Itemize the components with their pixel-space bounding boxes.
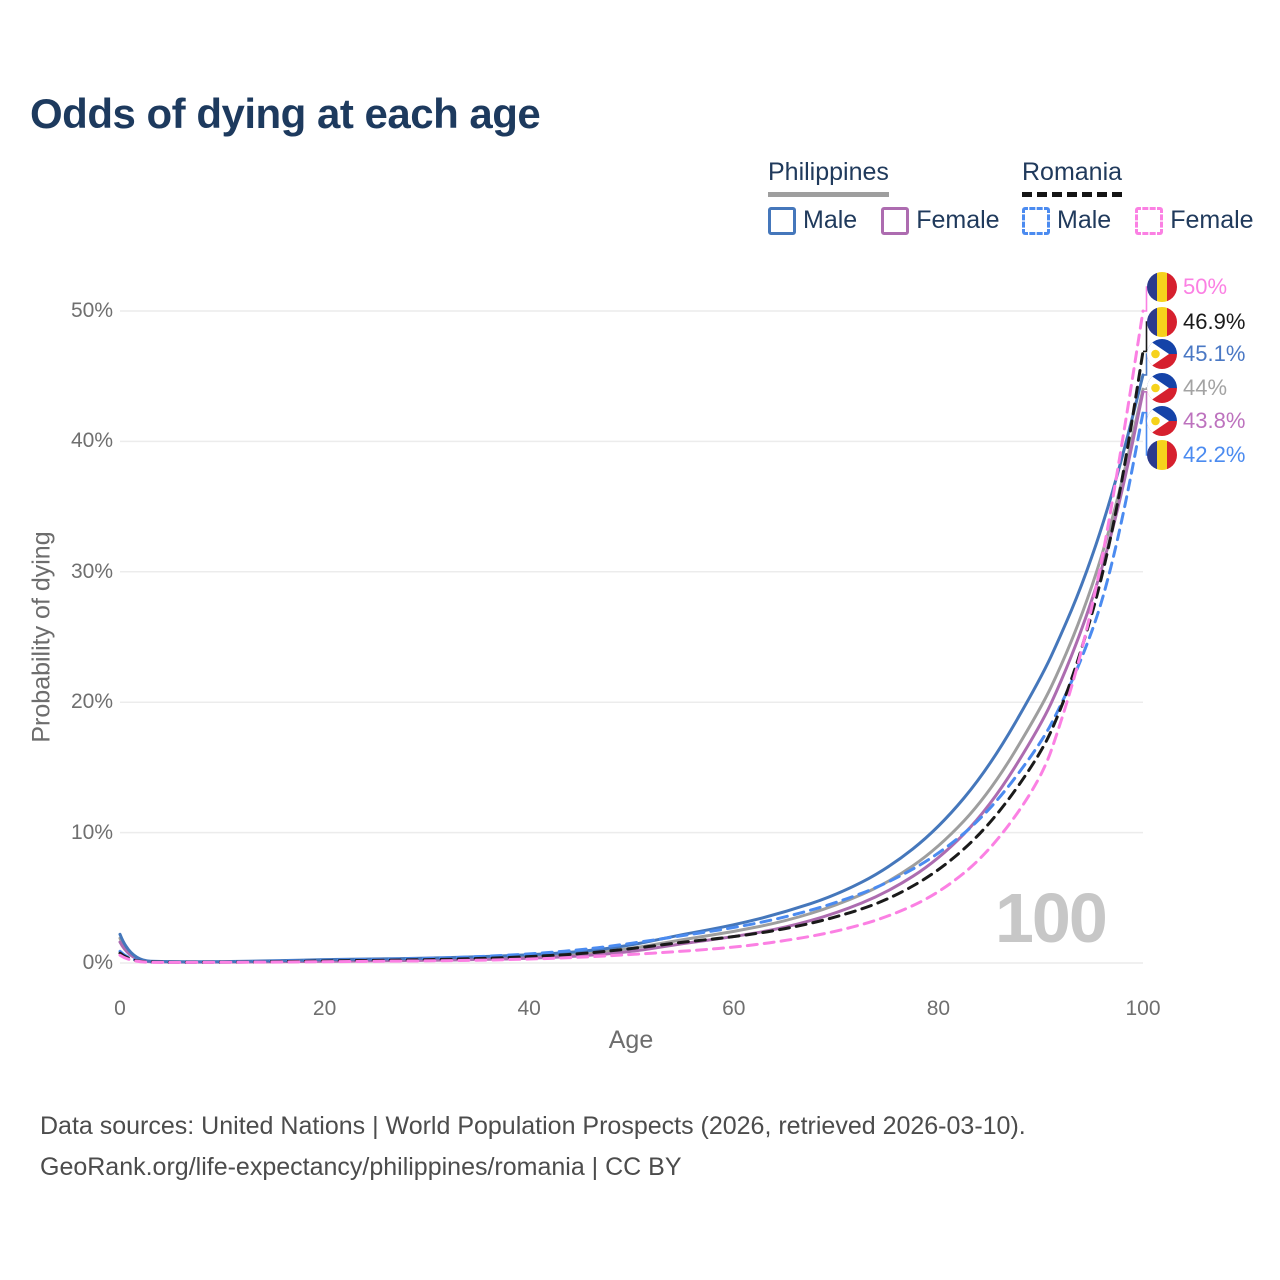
philippines-flag-icon: [1147, 373, 1177, 403]
end-label-romania-both: 46.9%: [1147, 307, 1245, 337]
romania-flag-icon: [1147, 440, 1177, 470]
x-axis-title: Age: [608, 1026, 654, 1054]
x-tick-label: 100: [1125, 997, 1161, 1020]
series-line-romania-both[interactable]: [118, 349, 1145, 964]
end-label-romania-male: 42.2%: [1147, 440, 1245, 470]
end-label-philippines-both: 44%: [1147, 373, 1227, 403]
source-line-1: Data sources: United Nations | World Pop…: [40, 1112, 1026, 1140]
hovered-age-watermark: 100: [995, 879, 1108, 957]
legend-group-philippines: Philippines Male Female: [768, 158, 1000, 235]
legend-item-philippines-male[interactable]: Male: [768, 206, 857, 235]
end-label-value: 45.1%: [1183, 341, 1246, 366]
x-tick-label: 20: [312, 997, 337, 1020]
legend-item-romania-male[interactable]: Male: [1022, 206, 1111, 235]
series-line-philippines-male[interactable]: [118, 373, 1145, 964]
legend-group-romania: Romania Male Female: [1022, 158, 1254, 235]
end-label-value: 44%: [1183, 375, 1228, 400]
legend-item-philippines-female[interactable]: Female: [881, 206, 1000, 235]
romania-flag-icon: [1147, 272, 1177, 302]
page-title: Odds of dying at each age: [30, 90, 541, 137]
end-label-value: 50%: [1183, 274, 1228, 299]
series-line-romania-female[interactable]: [118, 309, 1145, 964]
y-tick-label: 40%: [70, 429, 113, 453]
x-tick-label: 80: [926, 997, 951, 1020]
philippines-flag-icon: [1147, 406, 1177, 436]
legend-swatch-male: [1022, 206, 1050, 235]
end-label-value: 46.9%: [1183, 309, 1246, 334]
end-label-value: 43.8%: [1183, 408, 1246, 433]
legend-item-romania-female[interactable]: Female: [1135, 206, 1254, 235]
series-line-philippines-female[interactable]: [118, 390, 1145, 964]
series-line-romania-male[interactable]: [118, 411, 1145, 964]
y-tick-label: 30%: [70, 559, 113, 583]
source-line-2: GeoRank.org/life-expectancy/philippines/…: [40, 1153, 682, 1181]
legend-entries: Male Female: [768, 206, 1000, 235]
legend-entry-label: Male: [1057, 206, 1112, 234]
legend-entries: Male Female: [1022, 206, 1254, 235]
legend-entry-label: Female: [1170, 206, 1254, 234]
philippines-flag-icon: [1147, 339, 1177, 369]
end-label-romania-female: 50%: [1147, 272, 1227, 302]
legend-swatch-male: [768, 206, 796, 235]
legend-swatch-female: [881, 206, 910, 235]
end-label-value: 42.2%: [1183, 442, 1246, 467]
y-tick-label: 20%: [70, 690, 113, 714]
legend-swatch-female: [1135, 206, 1164, 235]
y-axis-title: Probability of dying: [27, 531, 56, 743]
y-tick-label: 10%: [70, 820, 113, 844]
data-source-note: Data sources: United Nations | World Pop…: [40, 1106, 1026, 1188]
y-tick-label: 50%: [70, 299, 113, 322]
legend-country-label[interactable]: Romania: [1022, 158, 1123, 197]
end-label-philippines-female: 43.8%: [1147, 406, 1245, 436]
x-tick-label: 0: [114, 997, 126, 1020]
series-line-philippines-both[interactable]: [118, 387, 1145, 964]
end-label-philippines-male: 45.1%: [1147, 339, 1245, 369]
x-tick-label: 60: [722, 997, 746, 1020]
y-tick-label: 0%: [82, 951, 113, 974]
x-tick-label: 40: [517, 997, 541, 1020]
legend-entry-label: Male: [803, 206, 858, 234]
romania-flag-icon: [1147, 307, 1177, 337]
legend-entry-label: Female: [916, 206, 1000, 234]
legend-country-label[interactable]: Philippines: [768, 158, 889, 197]
